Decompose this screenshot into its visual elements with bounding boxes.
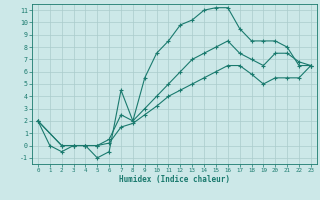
X-axis label: Humidex (Indice chaleur): Humidex (Indice chaleur)	[119, 175, 230, 184]
